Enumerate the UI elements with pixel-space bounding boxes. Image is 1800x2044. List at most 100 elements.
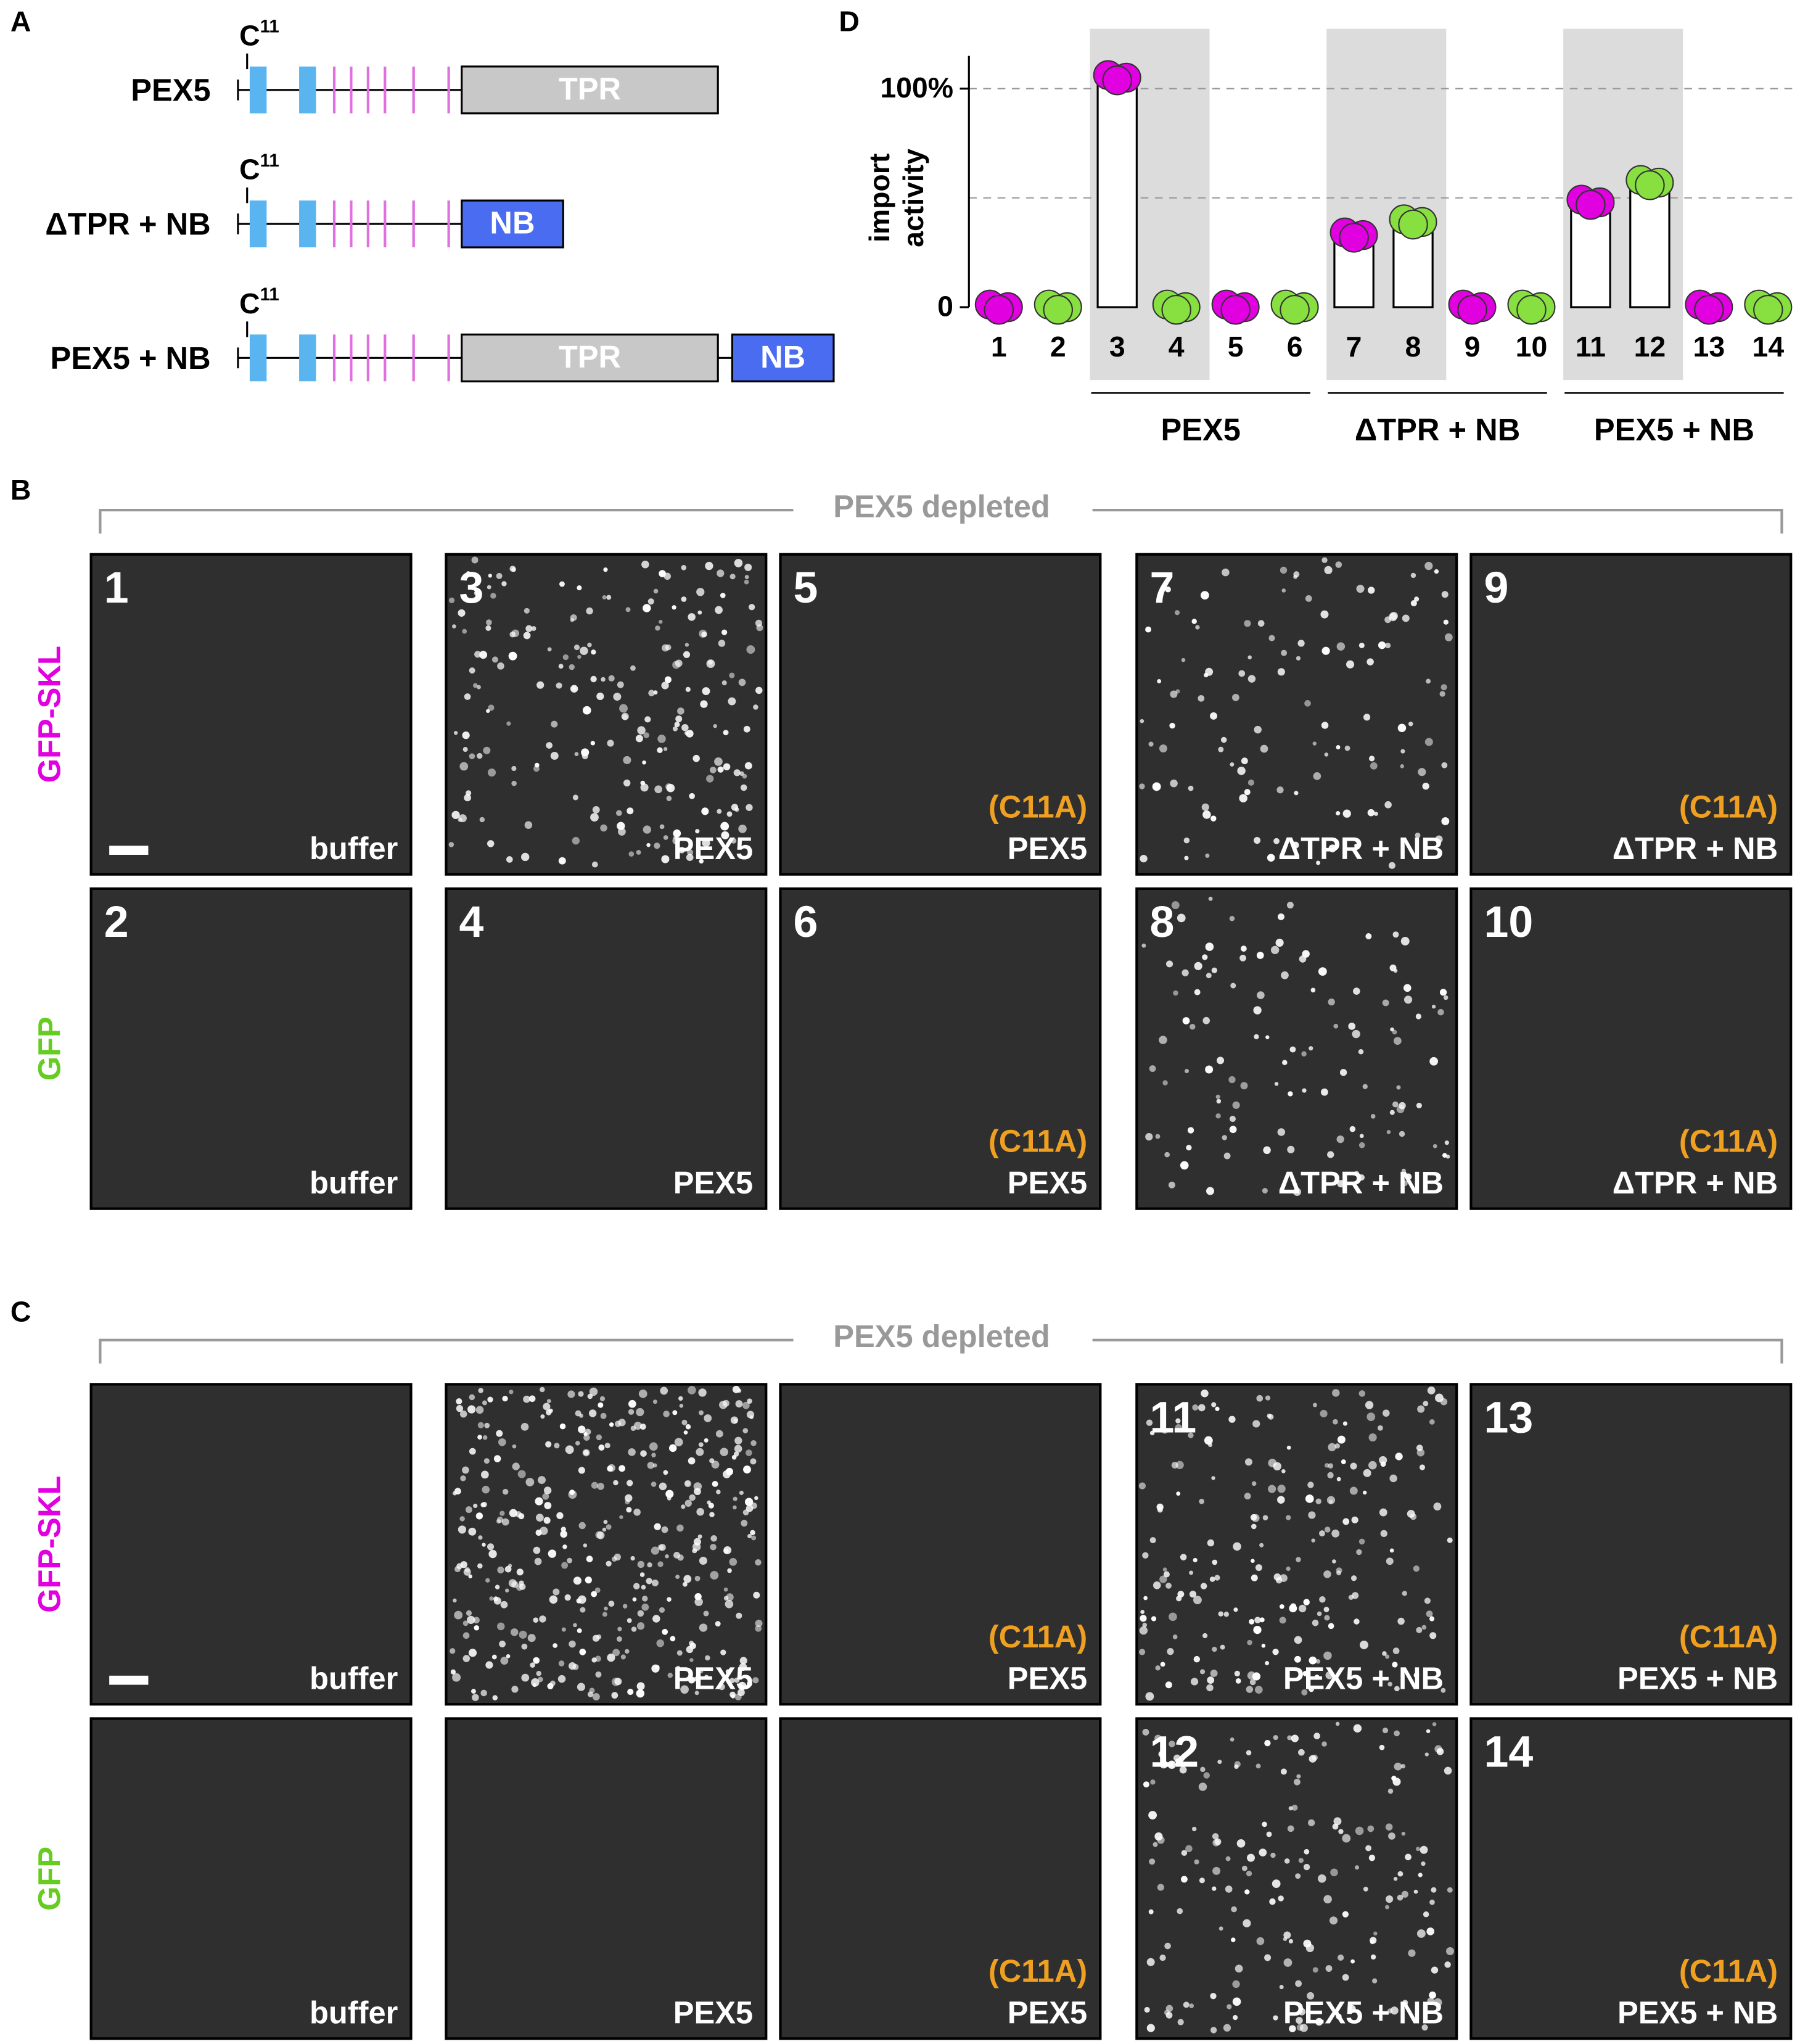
peroxisome-dot bbox=[1165, 2011, 1173, 2019]
peroxisome-dot bbox=[1328, 1443, 1336, 1451]
replicate-dot bbox=[984, 295, 1014, 325]
peroxisome-dot bbox=[646, 843, 651, 847]
peroxisome-dot bbox=[720, 1649, 726, 1655]
micrograph bbox=[89, 1717, 413, 2040]
peroxisome-dot bbox=[743, 725, 750, 733]
peroxisome-dot bbox=[733, 1496, 738, 1501]
peroxisome-dot bbox=[1280, 566, 1288, 574]
cell-label: ΔTPR + NB bbox=[1278, 831, 1444, 866]
micrograph bbox=[779, 1717, 1102, 2040]
peroxisome-dot bbox=[623, 756, 631, 764]
peroxisome-dot bbox=[1440, 1688, 1446, 1693]
shade-band bbox=[1326, 28, 1447, 381]
peroxisome-dot bbox=[1278, 1895, 1284, 1902]
peroxisome-dot bbox=[1332, 1823, 1339, 1830]
peroxisome-dot bbox=[527, 1634, 536, 1642]
peroxisome-dot bbox=[1225, 1856, 1231, 1861]
peroxisome-dot bbox=[746, 1449, 752, 1456]
peroxisome-dot bbox=[1401, 1890, 1408, 1898]
peroxisome-dot bbox=[543, 1403, 551, 1411]
peroxisome-dot bbox=[1199, 1499, 1204, 1504]
peroxisome-dot bbox=[1170, 690, 1178, 698]
peroxisome-dot bbox=[601, 677, 606, 682]
cell-number: 3 bbox=[459, 563, 484, 612]
domain-label: TPR bbox=[559, 71, 621, 106]
peroxisome-dot bbox=[1365, 1845, 1371, 1852]
peroxisome-dot bbox=[578, 1425, 586, 1433]
peroxisome-dot bbox=[533, 1546, 541, 1554]
peroxisome-dot bbox=[1339, 1069, 1347, 1076]
peroxisome-dot bbox=[462, 1466, 469, 1474]
domain-box bbox=[461, 199, 564, 249]
peroxisome-dot bbox=[1159, 1955, 1166, 1961]
peroxisome-dot bbox=[1233, 1542, 1241, 1551]
peroxisome-dot bbox=[647, 1462, 655, 1469]
peroxisome-dot bbox=[1393, 1877, 1398, 1881]
peroxisome-dot bbox=[1328, 844, 1337, 852]
peroxisome-dot bbox=[1230, 762, 1235, 767]
peroxisome-dot bbox=[647, 1562, 652, 1568]
peroxisome-dot bbox=[1298, 1858, 1304, 1863]
peroxisome-dot bbox=[1400, 764, 1404, 769]
peroxisome-dot bbox=[576, 1598, 582, 1604]
peroxisome-dot bbox=[1415, 832, 1421, 838]
x-tick-label: 12 bbox=[1634, 331, 1666, 363]
peroxisome-dot bbox=[715, 1621, 721, 1627]
peroxisome-dot bbox=[677, 707, 684, 715]
peroxisome-dot bbox=[472, 1694, 479, 1701]
peroxisome-dot bbox=[1277, 1128, 1286, 1136]
peroxisome-dot bbox=[636, 850, 641, 855]
peroxisome-dot bbox=[1212, 1559, 1218, 1565]
peroxisome-dot bbox=[1321, 1741, 1327, 1747]
peroxisome-dot bbox=[678, 1396, 683, 1401]
peroxisome-dot bbox=[700, 700, 708, 708]
peroxisome-dot bbox=[1426, 1729, 1431, 1734]
peroxisome-dot bbox=[1395, 1453, 1403, 1461]
peroxisome-dot bbox=[608, 1601, 615, 1607]
peroxisome-dot bbox=[642, 760, 646, 765]
peroxisome-dot bbox=[739, 771, 744, 776]
peroxisome-dot bbox=[1177, 1591, 1185, 1598]
domain-box bbox=[461, 333, 719, 382]
peroxisome-dot bbox=[1254, 1617, 1261, 1623]
peroxisome-dot bbox=[1374, 812, 1378, 816]
peroxisome-dot bbox=[556, 682, 562, 689]
peroxisome-dot bbox=[743, 1465, 751, 1473]
peroxisome-dot bbox=[739, 1663, 747, 1671]
peroxisome-dot bbox=[1192, 1404, 1199, 1411]
peroxisome-dot bbox=[1232, 1980, 1240, 1988]
peroxisome-dot bbox=[1437, 1008, 1444, 1016]
peroxisome-dot bbox=[1389, 1474, 1397, 1483]
peroxisome-dot bbox=[535, 1514, 544, 1522]
peroxisome-dot bbox=[725, 1669, 731, 1675]
peroxisome-dot bbox=[604, 1606, 608, 1611]
peroxisome-dot bbox=[717, 569, 725, 577]
peroxisome-dot bbox=[1418, 1873, 1423, 1877]
group-label: PEX5 bbox=[1161, 412, 1241, 447]
peroxisome-dot bbox=[546, 1399, 551, 1404]
peroxisome-dot bbox=[704, 1438, 709, 1443]
peroxisome-dot bbox=[1286, 1566, 1291, 1572]
peroxisome-dot bbox=[533, 1617, 539, 1623]
peroxisome-dot bbox=[1387, 1681, 1392, 1687]
peroxisome-dot bbox=[468, 1527, 477, 1536]
peroxisome-dot bbox=[1386, 1557, 1394, 1565]
peroxisome-dot bbox=[744, 575, 749, 580]
peroxisome-dot bbox=[466, 1610, 472, 1616]
peroxisome-dot bbox=[1207, 1539, 1215, 1547]
peroxisome-dot bbox=[1444, 1140, 1449, 1145]
peroxisome-dot bbox=[1332, 1559, 1336, 1564]
peroxisome-dot bbox=[1420, 1845, 1428, 1854]
peroxisome-dot bbox=[523, 632, 531, 640]
micrograph bbox=[1469, 553, 1793, 876]
peroxisome-dot bbox=[1427, 1997, 1434, 2005]
peroxisome-dot bbox=[1146, 2024, 1155, 2032]
peroxisome-dot bbox=[1354, 1618, 1360, 1625]
peroxisome-dot bbox=[635, 735, 643, 743]
peroxisome-dot bbox=[485, 1578, 490, 1583]
bar bbox=[1629, 181, 1671, 308]
peroxisome-dot bbox=[1445, 1154, 1450, 1159]
panel-letter: A bbox=[10, 6, 31, 38]
peroxisome-dot bbox=[694, 1597, 703, 1606]
peroxisome-dot bbox=[1291, 1804, 1298, 1811]
